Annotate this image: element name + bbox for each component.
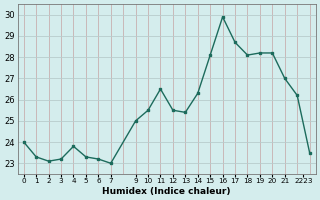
X-axis label: Humidex (Indice chaleur): Humidex (Indice chaleur) [102,187,231,196]
